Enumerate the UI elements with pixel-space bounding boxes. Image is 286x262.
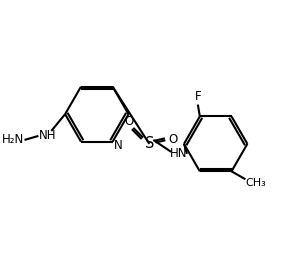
Text: O: O bbox=[168, 133, 178, 146]
Text: HN: HN bbox=[170, 147, 188, 160]
Text: N: N bbox=[114, 139, 123, 152]
Text: H₂N: H₂N bbox=[1, 133, 24, 146]
Text: CH₃: CH₃ bbox=[245, 178, 266, 188]
Text: F: F bbox=[194, 90, 201, 103]
Text: O: O bbox=[124, 114, 133, 128]
Text: S: S bbox=[145, 137, 154, 151]
Text: NH: NH bbox=[39, 129, 56, 143]
